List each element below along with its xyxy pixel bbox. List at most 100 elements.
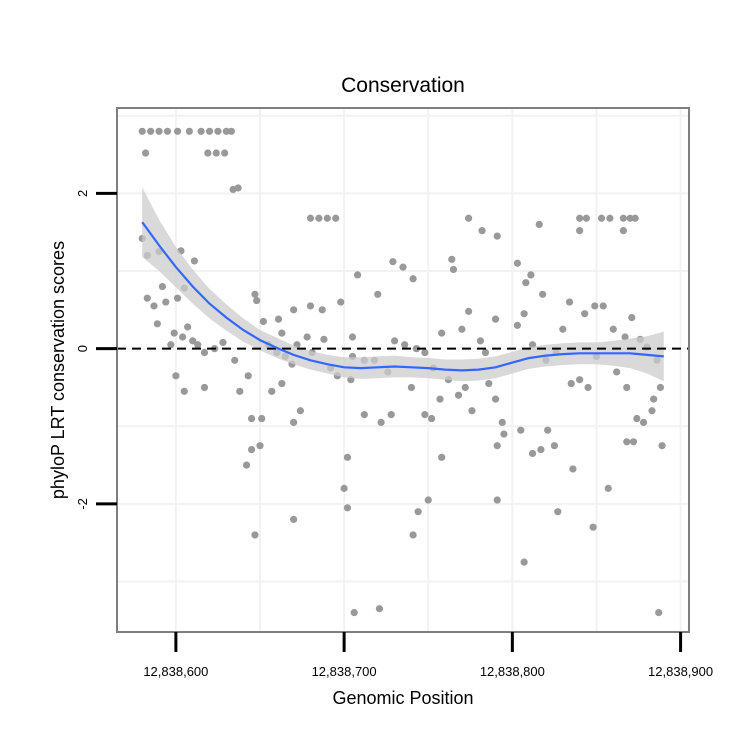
data-point — [576, 227, 584, 235]
data-point — [412, 345, 421, 353]
data-point — [155, 127, 163, 135]
data-point — [343, 504, 352, 512]
data-point — [485, 379, 493, 388]
data-point — [438, 329, 446, 337]
data-point — [212, 149, 220, 157]
y-axis-label: phyloP LRT conservation scores — [48, 241, 68, 499]
data-point — [436, 395, 444, 403]
data-point — [609, 325, 617, 333]
x-axis-ticks: 12,838,600 12,838,700 12,838,800 12,838,900 — [143, 632, 713, 679]
data-point — [576, 376, 584, 384]
data-point — [173, 127, 182, 135]
data-point — [150, 302, 158, 310]
data-point — [465, 214, 473, 222]
data-point — [493, 442, 501, 450]
data-point — [520, 558, 528, 566]
data-point — [639, 418, 648, 426]
data-point — [320, 335, 328, 343]
data-point — [597, 214, 606, 222]
data-point — [569, 465, 577, 473]
data-point — [189, 337, 197, 345]
data-point — [528, 449, 537, 458]
y-axis-ticks: -2 0 2 — [75, 190, 117, 510]
data-point — [559, 325, 567, 333]
data-point — [631, 214, 639, 222]
y-tick-label: -2 — [75, 498, 90, 510]
data-point — [606, 214, 614, 222]
data-point — [599, 302, 607, 310]
data-point — [185, 127, 193, 135]
x-tick-label: 12,838,800 — [480, 664, 545, 679]
data-point — [247, 445, 256, 454]
data-point — [337, 298, 345, 306]
data-point — [332, 214, 340, 222]
data-point — [222, 127, 230, 135]
data-point — [623, 438, 631, 446]
data-point — [658, 442, 666, 450]
y-tick-label: 0 — [75, 345, 90, 352]
data-point — [576, 214, 584, 222]
data-point — [343, 453, 352, 461]
data-point — [619, 227, 627, 235]
data-point — [348, 333, 357, 341]
x-tick-label: 12,838,900 — [648, 664, 713, 679]
data-point — [353, 271, 362, 279]
data-point — [409, 531, 417, 539]
data-point — [389, 258, 397, 266]
data-point — [296, 407, 304, 415]
data-point — [493, 232, 501, 240]
data-point — [172, 372, 180, 380]
data-point — [491, 395, 500, 403]
data-point — [350, 608, 358, 617]
data-point — [656, 383, 665, 392]
data-point — [584, 383, 592, 392]
data-point — [204, 149, 212, 157]
data-point — [290, 515, 298, 524]
data-point — [234, 184, 242, 192]
data-point — [200, 348, 209, 357]
data-point — [214, 127, 222, 135]
data-point — [491, 315, 500, 323]
data-point — [231, 356, 239, 364]
panel-border — [116, 107, 690, 633]
data-point — [407, 383, 416, 392]
x-tick-label: 12,838,700 — [312, 664, 377, 679]
data-point — [268, 387, 276, 395]
data-point — [481, 348, 490, 357]
data-point — [190, 257, 198, 265]
data-point — [478, 227, 486, 235]
data-point — [306, 214, 315, 222]
data-point — [544, 426, 552, 434]
data-point — [251, 531, 259, 539]
data-point — [236, 387, 244, 395]
data-point — [318, 306, 326, 314]
data-point — [421, 348, 429, 357]
data-point — [143, 294, 151, 302]
data-point — [340, 484, 348, 492]
data-point — [513, 321, 522, 329]
data-point — [567, 379, 575, 388]
data-point — [290, 418, 298, 426]
data-point — [438, 453, 446, 461]
data-point — [278, 379, 286, 388]
data-point — [158, 282, 167, 291]
data-point — [591, 302, 599, 310]
data-point — [493, 496, 501, 504]
data-point — [626, 214, 634, 222]
data-point — [306, 302, 315, 310]
data-point — [517, 426, 525, 434]
data-point — [655, 608, 663, 617]
y-tick-label: 2 — [75, 190, 90, 197]
data-point — [219, 338, 227, 347]
data-point — [387, 411, 395, 419]
data-point — [167, 341, 175, 349]
data-point — [399, 263, 407, 271]
chart-title: Conservation — [341, 74, 465, 97]
data-point — [461, 383, 469, 392]
data-point — [173, 294, 182, 302]
data-point — [259, 317, 267, 326]
data-point — [554, 508, 562, 516]
confidence-ribbon — [142, 187, 664, 382]
data-point — [375, 605, 384, 613]
